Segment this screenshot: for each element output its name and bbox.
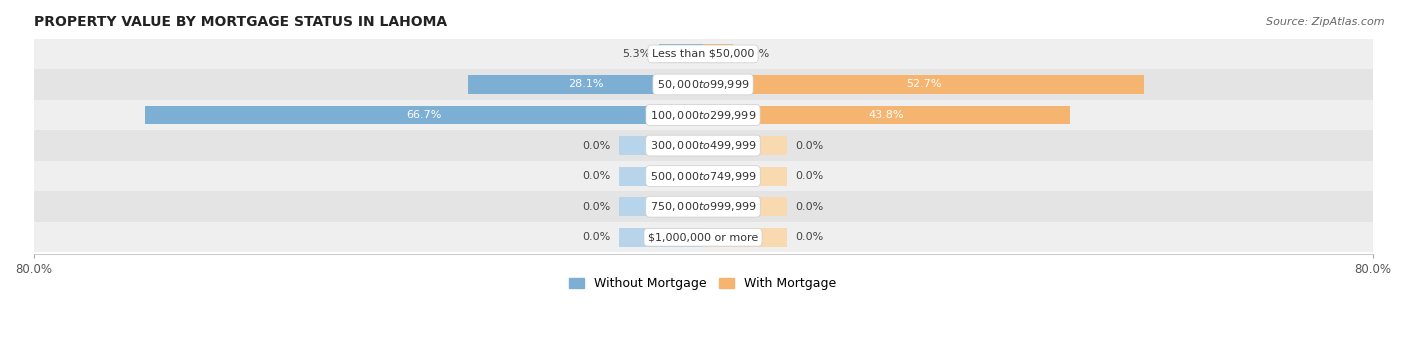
Text: 0.0%: 0.0% (794, 232, 824, 242)
Text: 0.0%: 0.0% (582, 202, 612, 212)
Bar (34, 161, 1372, 191)
Text: 3.6%: 3.6% (741, 49, 769, 59)
Bar (619, 167, 703, 186)
Bar (703, 75, 1144, 94)
Text: 5.3%: 5.3% (621, 49, 651, 59)
Text: $1,000,000 or more: $1,000,000 or more (648, 232, 758, 242)
Text: 0.0%: 0.0% (794, 171, 824, 181)
Bar (145, 106, 703, 124)
Text: 28.1%: 28.1% (568, 79, 603, 89)
Text: PROPERTY VALUE BY MORTGAGE STATUS IN LAHOMA: PROPERTY VALUE BY MORTGAGE STATUS IN LAH… (34, 15, 447, 29)
Bar (703, 44, 733, 63)
Text: 0.0%: 0.0% (582, 232, 612, 242)
Text: $50,000 to $99,999: $50,000 to $99,999 (657, 78, 749, 91)
Bar (658, 44, 703, 63)
Bar (619, 197, 703, 216)
Bar (34, 100, 1372, 130)
Bar (703, 136, 787, 155)
Bar (34, 39, 1372, 69)
Bar (34, 69, 1372, 100)
Bar (619, 136, 703, 155)
Bar (703, 228, 787, 247)
Bar (34, 222, 1372, 252)
Bar (703, 167, 787, 186)
Bar (703, 197, 787, 216)
Text: 52.7%: 52.7% (905, 79, 941, 89)
Text: 43.8%: 43.8% (869, 110, 904, 120)
Bar (619, 228, 703, 247)
Text: 66.7%: 66.7% (406, 110, 441, 120)
Text: 0.0%: 0.0% (582, 140, 612, 151)
Bar (703, 106, 1070, 124)
Text: 0.0%: 0.0% (794, 202, 824, 212)
Text: Less than $50,000: Less than $50,000 (652, 49, 754, 59)
Text: $100,000 to $299,999: $100,000 to $299,999 (650, 108, 756, 121)
Text: 0.0%: 0.0% (582, 171, 612, 181)
Text: $500,000 to $749,999: $500,000 to $749,999 (650, 169, 756, 183)
Bar (468, 75, 703, 94)
Text: $750,000 to $999,999: $750,000 to $999,999 (650, 200, 756, 213)
Bar (34, 191, 1372, 222)
Bar (34, 130, 1372, 161)
Text: Source: ZipAtlas.com: Source: ZipAtlas.com (1267, 17, 1385, 27)
Text: $300,000 to $499,999: $300,000 to $499,999 (650, 139, 756, 152)
Legend: Without Mortgage, With Mortgage: Without Mortgage, With Mortgage (564, 272, 842, 296)
Text: 0.0%: 0.0% (794, 140, 824, 151)
